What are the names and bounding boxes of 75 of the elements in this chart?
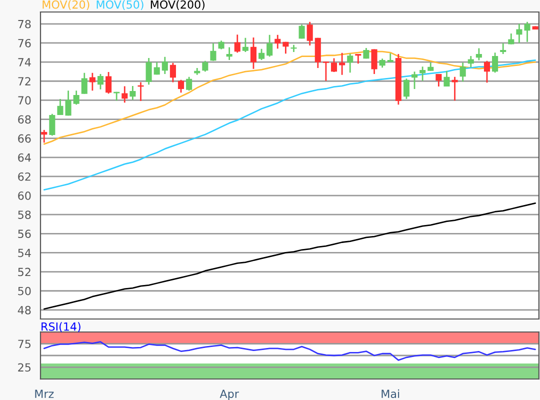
x-tick-label: Mrz	[35, 390, 54, 398]
candlestick	[89, 72, 96, 92]
text: MOV(20)	[42, 0, 90, 10]
line-series	[43, 202, 536, 310]
line-series	[43, 50, 536, 145]
chart-title: RSI(14)	[42, 322, 80, 332]
text: MOV(50)	[96, 0, 144, 10]
candlestick	[234, 34, 240, 54]
y-tick-label: 52	[18, 268, 30, 276]
candlestick	[468, 55, 474, 68]
x-tick-label: Apr	[220, 390, 239, 400]
candlestick	[178, 79, 184, 94]
candlestick	[492, 52, 498, 74]
y-tick-label: 68	[18, 115, 31, 124]
line-series	[43, 341, 536, 361]
candlestick	[242, 37, 248, 53]
candlestick	[81, 72, 88, 95]
candlestick	[258, 48, 265, 61]
candlestick	[57, 98, 64, 116]
candlestick	[162, 56, 168, 75]
y-tick-label: 25	[18, 363, 30, 372]
y-tick-label: 54	[18, 248, 31, 258]
y-tick-label: 74	[18, 58, 31, 66]
text: MOV(200)	[150, 0, 204, 10]
candlestick	[484, 60, 490, 84]
y-tick-label: 62	[18, 172, 30, 181]
candlestick	[106, 71, 112, 94]
candlestick	[226, 46, 232, 61]
y-tick-label: 70	[18, 96, 31, 105]
candlestick	[452, 76, 458, 102]
y-tick-label: 75	[18, 340, 30, 348]
x-tick-label: Mai	[382, 389, 400, 398]
candlestick	[65, 90, 72, 116]
y-tick-label: 48	[18, 306, 31, 314]
y-tick-label: 76	[18, 38, 31, 48]
y-tick-label: 60	[18, 192, 31, 200]
candlestick	[306, 21, 313, 46]
candlestick	[49, 113, 56, 136]
candlestick	[524, 21, 530, 43]
candlestick	[210, 42, 216, 62]
y-tick-label: 50	[18, 286, 31, 296]
candlestick	[371, 48, 378, 75]
y-tick-label: 72	[18, 77, 30, 86]
candlestick	[202, 60, 208, 72]
candlestick	[347, 52, 354, 74]
candlestick	[339, 52, 346, 76]
candlestick	[290, 44, 297, 53]
candlestick	[420, 66, 426, 82]
candlestick	[154, 62, 160, 76]
candlestick	[322, 60, 329, 82]
candlestick	[403, 78, 410, 100]
candlestick	[436, 73, 442, 88]
candlestick	[170, 62, 176, 83]
candlestick	[298, 24, 305, 40]
candlestick	[186, 76, 192, 92]
candlestick	[444, 70, 450, 88]
candlestick	[460, 62, 466, 82]
candlestick	[274, 34, 281, 50]
y-tick-label: 58	[18, 210, 31, 219]
candlestick	[130, 85, 136, 101]
y-tick-label: 64	[18, 153, 31, 162]
y-tick-label: 66	[18, 134, 31, 143]
candlestick	[97, 73, 104, 90]
candlestick	[476, 48, 482, 61]
candlestick	[500, 42, 506, 55]
y-tick-label: 56	[18, 230, 31, 238]
y-tick-label: 78	[18, 20, 31, 28]
candlestick	[146, 57, 152, 86]
candlestick	[41, 129, 48, 144]
candlestick	[122, 86, 128, 104]
candlestick	[516, 23, 522, 44]
candlestick	[330, 58, 338, 73]
candlestick	[73, 90, 80, 106]
candlestick	[250, 36, 256, 70]
candlestick	[266, 34, 273, 58]
